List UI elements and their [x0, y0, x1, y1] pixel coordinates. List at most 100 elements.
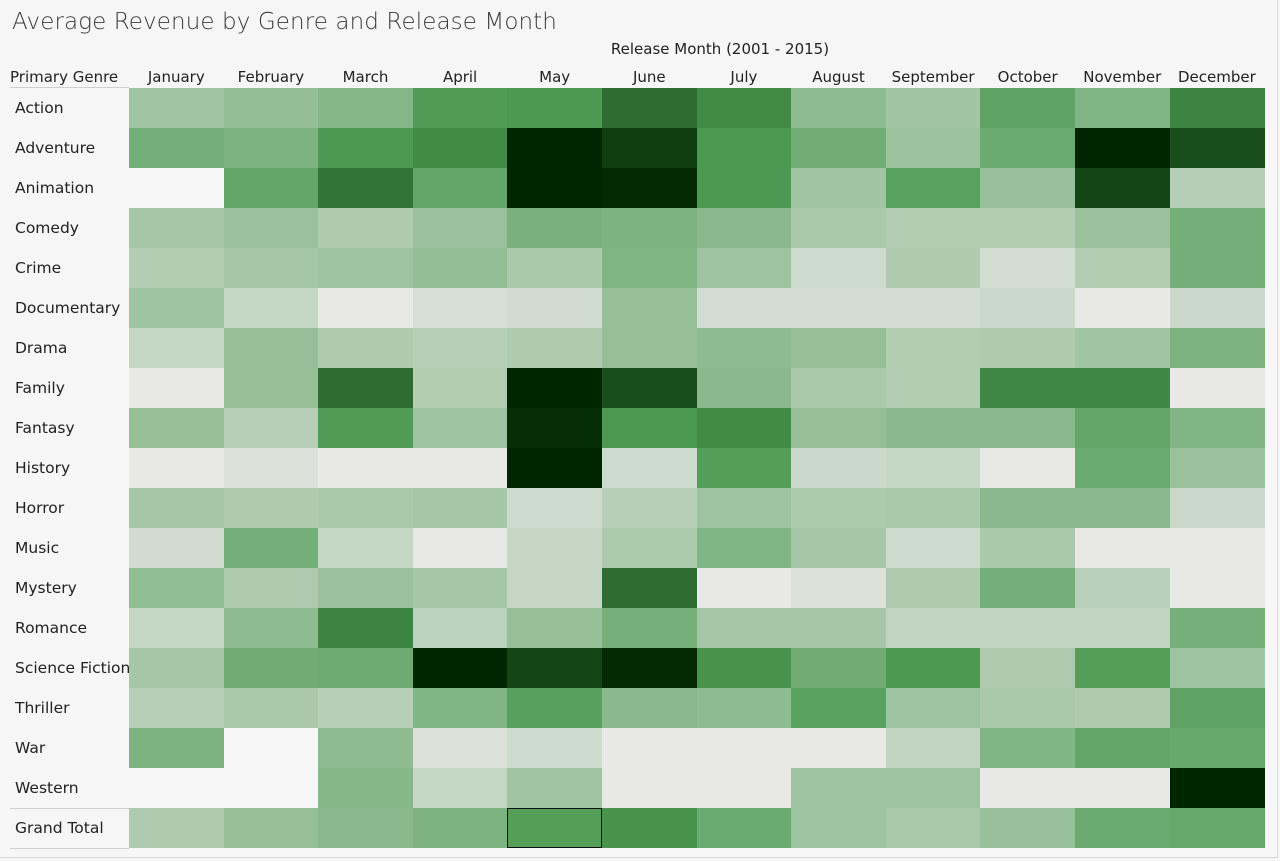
heatmap-cell-comedy-december[interactable]: [1169, 208, 1265, 248]
heatmap-cell-grand-total-october[interactable]: [980, 808, 1076, 848]
heatmap-cell-comedy-january[interactable]: [129, 208, 225, 248]
heatmap-cell-grand-total-june[interactable]: [602, 808, 698, 848]
heatmap-cell-history-june[interactable]: [602, 448, 698, 488]
heatmap-cell-horror-may[interactable]: [507, 488, 603, 528]
heatmap-cell-horror-february[interactable]: [223, 488, 319, 528]
heatmap-cell-comedy-november[interactable]: [1075, 208, 1171, 248]
heatmap-cell-animation-may[interactable]: [507, 168, 603, 208]
heatmap-cell-mystery-august[interactable]: [791, 568, 887, 608]
heatmap-cell-fantasy-august[interactable]: [791, 408, 887, 448]
heatmap-cell-fantasy-november[interactable]: [1075, 408, 1171, 448]
heatmap-cell-mystery-july[interactable]: [696, 568, 792, 608]
heatmap-cell-war-march[interactable]: [318, 728, 414, 768]
heatmap-cell-adventure-december[interactable]: [1169, 128, 1265, 168]
heatmap-cell-documentary-january[interactable]: [129, 288, 225, 328]
heatmap-cell-romance-may[interactable]: [507, 608, 603, 648]
heatmap-cell-war-april[interactable]: [412, 728, 508, 768]
heatmap-cell-history-february[interactable]: [223, 448, 319, 488]
heatmap-cell-horror-december[interactable]: [1169, 488, 1265, 528]
heatmap-cell-animation-august[interactable]: [791, 168, 887, 208]
heatmap-cell-music-october[interactable]: [980, 528, 1076, 568]
heatmap-cell-crime-september[interactable]: [885, 248, 981, 288]
heatmap-cell-romance-august[interactable]: [791, 608, 887, 648]
heatmap-cell-animation-february[interactable]: [223, 168, 319, 208]
heatmap-cell-romance-september[interactable]: [885, 608, 981, 648]
heatmap-cell-western-july[interactable]: [696, 768, 792, 808]
heatmap-cell-drama-july[interactable]: [696, 328, 792, 368]
heatmap-cell-adventure-april[interactable]: [412, 128, 508, 168]
heatmap-cell-family-june[interactable]: [602, 368, 698, 408]
heatmap-cell-western-october[interactable]: [980, 768, 1076, 808]
heatmap-cell-history-october[interactable]: [980, 448, 1076, 488]
heatmap-cell-thriller-june[interactable]: [602, 688, 698, 728]
heatmap-cell-crime-april[interactable]: [412, 248, 508, 288]
heatmap-cell-animation-june[interactable]: [602, 168, 698, 208]
heatmap-cell-fantasy-july[interactable]: [696, 408, 792, 448]
heatmap-cell-mystery-february[interactable]: [223, 568, 319, 608]
heatmap-cell-mystery-march[interactable]: [318, 568, 414, 608]
heatmap-cell-fantasy-april[interactable]: [412, 408, 508, 448]
heatmap-cell-history-november[interactable]: [1075, 448, 1171, 488]
heatmap-cell-grand-total-september[interactable]: [885, 808, 981, 848]
heatmap-cell-crime-december[interactable]: [1169, 248, 1265, 288]
heatmap-cell-drama-november[interactable]: [1075, 328, 1171, 368]
heatmap-cell-history-december[interactable]: [1169, 448, 1265, 488]
heatmap-cell-crime-june[interactable]: [602, 248, 698, 288]
heatmap-cell-drama-march[interactable]: [318, 328, 414, 368]
heatmap-cell-war-may[interactable]: [507, 728, 603, 768]
heatmap-cell-action-january[interactable]: [129, 88, 225, 128]
heatmap-cell-history-july[interactable]: [696, 448, 792, 488]
heatmap-cell-history-may[interactable]: [507, 448, 603, 488]
heatmap-cell-crime-january[interactable]: [129, 248, 225, 288]
heatmap-cell-documentary-july[interactable]: [696, 288, 792, 328]
heatmap-cell-science-fiction-january[interactable]: [129, 648, 225, 688]
heatmap-cell-mystery-november[interactable]: [1075, 568, 1171, 608]
heatmap-cell-grand-total-february[interactable]: [223, 808, 319, 848]
heatmap-cell-music-may[interactable]: [507, 528, 603, 568]
heatmap-cell-family-may[interactable]: [507, 368, 603, 408]
heatmap-cell-science-fiction-february[interactable]: [223, 648, 319, 688]
heatmap-cell-horror-june[interactable]: [602, 488, 698, 528]
heatmap-cell-grand-total-january[interactable]: [129, 808, 225, 848]
heatmap-cell-romance-february[interactable]: [223, 608, 319, 648]
heatmap-cell-adventure-january[interactable]: [129, 128, 225, 168]
heatmap-cell-mystery-june[interactable]: [602, 568, 698, 608]
heatmap-cell-science-fiction-march[interactable]: [318, 648, 414, 688]
heatmap-cell-war-june[interactable]: [602, 728, 698, 768]
heatmap-cell-crime-october[interactable]: [980, 248, 1076, 288]
heatmap-cell-comedy-june[interactable]: [602, 208, 698, 248]
heatmap-cell-fantasy-may[interactable]: [507, 408, 603, 448]
heatmap-cell-horror-july[interactable]: [696, 488, 792, 528]
heatmap-cell-family-november[interactable]: [1075, 368, 1171, 408]
heatmap-cell-comedy-february[interactable]: [223, 208, 319, 248]
heatmap-cell-romance-november[interactable]: [1075, 608, 1171, 648]
heatmap-cell-adventure-february[interactable]: [223, 128, 319, 168]
heatmap-cell-fantasy-september[interactable]: [885, 408, 981, 448]
heatmap-cell-documentary-august[interactable]: [791, 288, 887, 328]
heatmap-cell-romance-october[interactable]: [980, 608, 1076, 648]
heatmap-cell-science-fiction-april[interactable]: [412, 648, 508, 688]
heatmap-cell-fantasy-december[interactable]: [1169, 408, 1265, 448]
heatmap-cell-music-april[interactable]: [412, 528, 508, 568]
heatmap-cell-action-september[interactable]: [885, 88, 981, 128]
heatmap-cell-history-september[interactable]: [885, 448, 981, 488]
heatmap-cell-music-august[interactable]: [791, 528, 887, 568]
heatmap-cell-thriller-march[interactable]: [318, 688, 414, 728]
heatmap-cell-crime-august[interactable]: [791, 248, 887, 288]
heatmap-cell-thriller-october[interactable]: [980, 688, 1076, 728]
heatmap-cell-mystery-may[interactable]: [507, 568, 603, 608]
heatmap-cell-war-december[interactable]: [1169, 728, 1265, 768]
heatmap-cell-documentary-june[interactable]: [602, 288, 698, 328]
heatmap-cell-comedy-october[interactable]: [980, 208, 1076, 248]
heatmap-cell-western-september[interactable]: [885, 768, 981, 808]
heatmap-cell-documentary-september[interactable]: [885, 288, 981, 328]
heatmap-cell-western-june[interactable]: [602, 768, 698, 808]
heatmap-cell-adventure-october[interactable]: [980, 128, 1076, 168]
heatmap-cell-horror-april[interactable]: [412, 488, 508, 528]
heatmap-cell-music-july[interactable]: [696, 528, 792, 568]
heatmap-cell-mystery-september[interactable]: [885, 568, 981, 608]
heatmap-cell-crime-november[interactable]: [1075, 248, 1171, 288]
heatmap-cell-music-january[interactable]: [129, 528, 225, 568]
heatmap-cell-family-february[interactable]: [223, 368, 319, 408]
heatmap-cell-crime-july[interactable]: [696, 248, 792, 288]
